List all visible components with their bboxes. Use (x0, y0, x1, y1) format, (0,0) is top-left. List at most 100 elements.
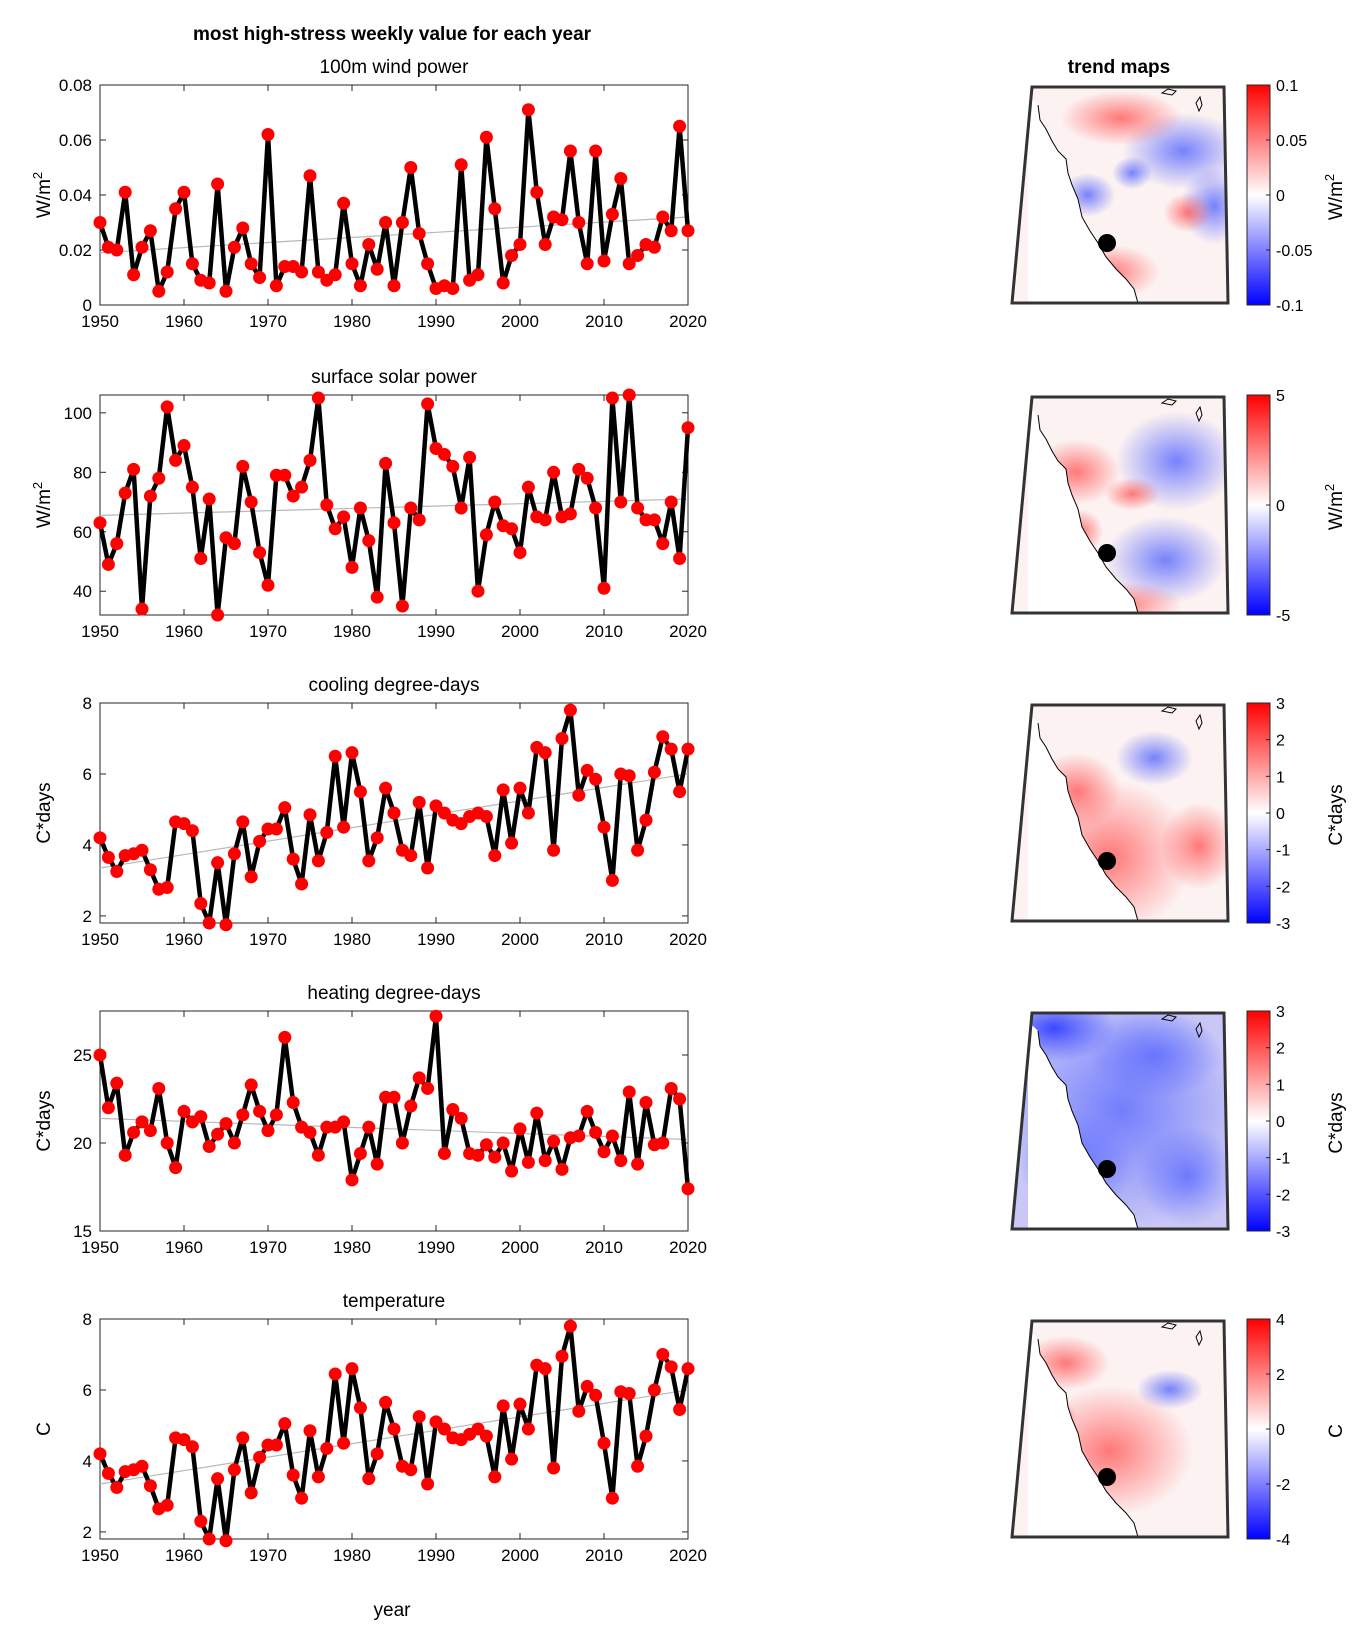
y-tick-label: 0.04 (59, 186, 92, 205)
trend-map (1010, 395, 1230, 615)
data-point (227, 1136, 241, 1150)
figure-title: most high-stress weekly value for each y… (193, 24, 592, 45)
x-tick-label: 1960 (165, 312, 203, 331)
colorbar-tick-label: -1 (1276, 1151, 1290, 1168)
data-point (664, 495, 678, 509)
data-point (101, 850, 115, 864)
data-point (404, 849, 418, 863)
data-point (135, 602, 149, 616)
y-tick-label: 0 (83, 296, 92, 315)
trend-map (1010, 85, 1230, 305)
x-tick-label: 1960 (165, 1238, 203, 1257)
data-point (513, 546, 527, 560)
x-tick-label: 1990 (417, 1546, 455, 1565)
y-tick-label: 2 (83, 1523, 92, 1542)
x-tick-label: 1970 (249, 1238, 287, 1257)
data-point (236, 1108, 250, 1122)
data-point (639, 813, 653, 827)
data-point (631, 249, 645, 262)
data-point (605, 873, 619, 887)
data-point (244, 257, 258, 271)
data-point (261, 1124, 275, 1138)
colorbar-tick-label: 5 (1276, 388, 1285, 405)
x-tick-label: 2020 (669, 312, 707, 331)
x-tick-label: 2020 (669, 1546, 707, 1565)
data-point (320, 826, 334, 840)
panel-title: cooling degree-days (308, 675, 479, 696)
data-point (345, 560, 359, 574)
data-point (513, 1122, 527, 1136)
x-tick-label: 1950 (81, 622, 119, 641)
data-point (513, 1397, 527, 1411)
colorbar-tick-label: -0.05 (1276, 243, 1313, 260)
data-point (580, 257, 594, 271)
panel-title: surface solar power (311, 367, 477, 388)
data-point (589, 501, 603, 515)
data-point (387, 806, 401, 820)
y-tick-label: 0.08 (59, 76, 92, 95)
axes-box (99, 1318, 689, 1540)
data-point (421, 861, 435, 875)
x-tick-label: 2000 (501, 1546, 539, 1565)
map-field (1012, 87, 1228, 303)
data-point (631, 1157, 645, 1171)
data-point (605, 1491, 619, 1505)
data-point (614, 1154, 628, 1168)
data-point (547, 1134, 561, 1148)
data-point (101, 557, 115, 571)
data-point (345, 1173, 359, 1187)
axes-box (99, 1010, 689, 1232)
data-point (563, 1319, 577, 1333)
data-point (555, 1349, 569, 1363)
data-point (143, 1124, 157, 1138)
data-point (135, 843, 149, 857)
map-lake (1195, 713, 1203, 731)
data-point (211, 608, 225, 622)
data-point (328, 268, 342, 282)
data-point (286, 489, 300, 503)
data-point (589, 1388, 603, 1402)
data-point (152, 471, 166, 485)
data-point (681, 421, 695, 435)
data-point (328, 1367, 342, 1381)
data-point (362, 534, 376, 548)
location-marker (1098, 1468, 1116, 1486)
axes-box (99, 702, 689, 924)
data-point (681, 742, 695, 756)
data-point (421, 1081, 435, 1095)
colorbar-tick-label: 0 (1276, 1114, 1285, 1131)
data-point (379, 456, 393, 470)
data-point (681, 1182, 695, 1196)
colorbar-tick-label: -5 (1276, 608, 1290, 625)
data-point (463, 450, 477, 464)
data-point (597, 254, 611, 268)
data-point (479, 130, 493, 144)
data-point (404, 1463, 418, 1477)
axis-ylabel: W/m2 (1322, 484, 1347, 530)
data-point (143, 1479, 157, 1493)
y-tick-label: 6 (83, 765, 92, 784)
y-tick-label: 80 (73, 463, 92, 482)
data-point (160, 265, 174, 279)
x-tick-label: 1970 (249, 1546, 287, 1565)
data-point (236, 459, 250, 473)
data-point (311, 1470, 325, 1484)
y-tick-label: 100 (64, 404, 92, 423)
colorbar: 0.1 0.05 0 -0.05 -0.1 W/m2 (1246, 78, 1347, 315)
data-point (547, 843, 561, 857)
map-field (1012, 1013, 1228, 1229)
data-point (555, 213, 569, 227)
data-point (101, 1466, 115, 1480)
colorbar-tick-label: 0.05 (1276, 133, 1307, 150)
data-point (605, 391, 619, 405)
data-point (589, 144, 603, 158)
panel-title: temperature (343, 1291, 445, 1312)
data-point (387, 1422, 401, 1436)
data-point (622, 1085, 636, 1099)
map-lake (1160, 1322, 1177, 1330)
data-point (471, 584, 485, 598)
x-tick-label: 1980 (333, 622, 371, 641)
data-point (622, 257, 636, 271)
data-point (605, 1129, 619, 1143)
